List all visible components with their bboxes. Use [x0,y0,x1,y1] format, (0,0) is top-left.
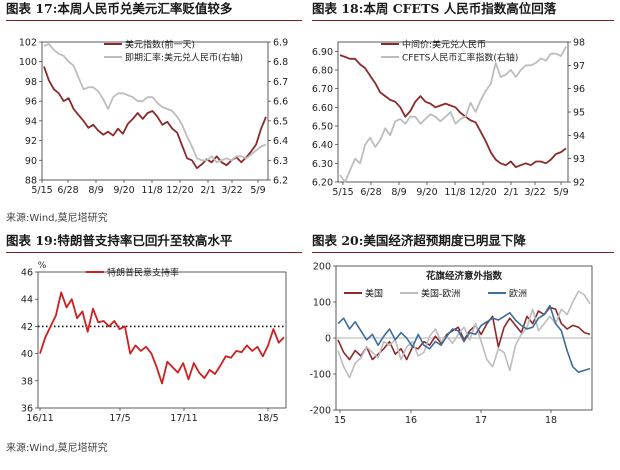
fig18-x-tick-label: 12/20 [469,187,496,198]
fig18-x-tick-label: 11/8 [444,187,465,198]
fig20-x-tick-label: 15 [334,415,346,426]
fig18-legend-item-1-label: CFETS人民币汇率指数(右轴) [402,52,518,64]
fig17-x-tick-label: 11/8 [141,185,162,196]
fig18-x-tick-label: 5/9 [553,187,568,198]
fig17-left-tick-label: 100 [19,57,37,68]
fig18-right-tick-label: 98 [573,38,585,49]
fig17-left-tick-label: 88 [25,176,37,187]
fig17-legend-item-1-label: 即期汇率:美元兑人民币(右轴) [125,52,243,64]
fig17-right-tick-label: 6.4 [273,136,288,147]
fig17-x-tick-label: 3/22 [221,185,242,196]
fig18-left-tick-label: 6.60 [312,103,333,114]
fig17-plot-frame [41,41,269,181]
fig19-title-rule [6,252,302,253]
fig20-series-line-1 [337,290,591,379]
source-note-bottom: 来源:Wind,莫尼塔研究 [6,443,108,454]
fig20-inner-title: 花旗经济意外指数 [426,270,503,282]
fig18-series-line-0 [339,54,567,168]
fig17-left-tick-label: 102 [19,38,37,49]
fig20-title: 图表 20:美国经济超预期度已明显下降 [312,233,526,248]
fig20-x-tick-label: 16 [405,415,417,426]
fig17-left-tick-label: 90 [25,156,37,167]
fig19-left-tick-label: 38 [21,376,33,387]
fig18-right-tick-label: 97 [573,61,585,72]
fig18-x-tick-label: 5/15 [332,187,353,198]
fig17-x-tick-label: 12/20 [166,185,193,196]
fig18-right-tick-label: 93 [573,154,585,165]
fig18-legend-item-0-label: 中间价:美元兑人民币 [402,39,486,51]
fig18-x-tick-label: 3/22 [524,187,545,198]
fig20-left-tick-label: 100 [313,298,331,309]
fig18-left-tick-label: 6.40 [312,140,333,151]
source-note-top: 来源:Wind,莫尼塔研究 [6,213,108,224]
fig18-left-tick-label: 6.90 [312,47,333,58]
fig17-right-tick-label: 6.6 [273,97,288,108]
fig19-left-tick-label: 44 [21,295,33,306]
fig17-title: 图表 17:本周人民币兑美元汇率贬值较多 [6,1,233,16]
fig19-left-tick-label: 46 [21,268,33,279]
fig17-series-line-0 [43,66,267,170]
fig19-legend-item-0-label: 特朗普民意支持率 [107,267,179,279]
fig17-right-tick-label: 6.5 [273,116,288,127]
fig17-x-tick-label: 6/28 [57,185,78,196]
fig18-series-line-1 [339,46,567,183]
fig19-x-tick-label: 16/11 [26,413,53,424]
fig17-x-tick-label: 2/1 [200,185,215,196]
fig18-left-tick-label: 6.80 [312,66,333,77]
fig17-right-tick-label: 6.9 [273,38,288,49]
fig20-legend-item-0-label: 美国 [365,288,383,300]
fig17-x-tick-label: 5/15 [31,185,52,196]
fig18-right-tick-label: 96 [573,84,585,95]
fig17-legend-item-0-label: 美元指数(前一天) [125,39,195,51]
fig20-title-rule [312,252,614,253]
fig17-series-line-1 [43,43,267,164]
fig18-x-tick-label: 6/28 [360,187,381,198]
fig18-title-rule [312,20,614,21]
fig17-right-tick-label: 6.8 [273,57,288,68]
fig20-left-tick-label: -200 [309,406,331,417]
fig20-x-tick-label: 18 [545,415,557,426]
fig20-legend-item-2-label: 欧洲 [509,288,527,300]
fig17-x-tick-label: 9/20 [113,185,134,196]
fig17-x-tick-label: 5/9 [250,185,265,196]
fig18-left-tick-label: 6.30 [312,159,333,170]
fig20-left-tick-label: -100 [309,370,331,381]
fig19-left-tick-label: 42 [21,322,33,333]
fig17-left-tick-label: 94 [25,116,37,127]
fig18-right-tick-label: 92 [573,178,585,189]
fig17-left-tick-label: 98 [25,77,37,88]
fig19-plot-frame [37,271,287,409]
fig17-right-tick-label: 6.7 [273,77,288,88]
fig19-series-line-0 [39,291,285,385]
fig19-left-tick-label: 36 [21,404,33,415]
fig19-unit-label: % [38,261,47,271]
fig18-left-tick-label: 6.20 [312,178,333,189]
fig19-left-tick-label: 40 [21,349,33,360]
fig19-x-tick-label: 18/5 [257,413,278,424]
fig17-right-tick-label: 6.3 [273,156,288,167]
fig20-left-tick-label: 200 [313,262,331,273]
fig17-title-rule [6,20,302,21]
fig20-x-tick-label: 17 [475,415,487,426]
fig18-left-tick-label: 6.50 [312,122,333,133]
fig20-legend-item-1-label: 美国-欧洲 [421,288,460,300]
fig17-left-tick-label: 96 [25,97,37,108]
fig19-title: 图表 19:特朗普支持率已回升至较高水平 [6,233,233,248]
fig19-x-tick-label: 17/5 [109,413,130,424]
fig18-x-tick-label: 9/20 [416,187,437,198]
fig20-left-tick-label: 0 [325,334,331,345]
fig18-right-tick-label: 95 [573,108,585,119]
fig18-left-tick-label: 6.70 [312,84,333,95]
fig20-series-line-2 [337,304,591,373]
fig18-x-tick-label: 2/1 [503,187,518,198]
fig17-x-tick-label: 8/9 [88,185,103,196]
fig18-right-tick-label: 94 [573,131,585,142]
fig18-title: 图表 18:本周 CFETS 人民币指数高位回落 [312,1,557,16]
fig17-right-tick-label: 6.2 [273,176,288,187]
fig19-x-tick-label: 17/11 [170,413,197,424]
fig18-x-tick-label: 8/9 [391,187,406,198]
fig17-left-tick-label: 92 [25,136,37,147]
